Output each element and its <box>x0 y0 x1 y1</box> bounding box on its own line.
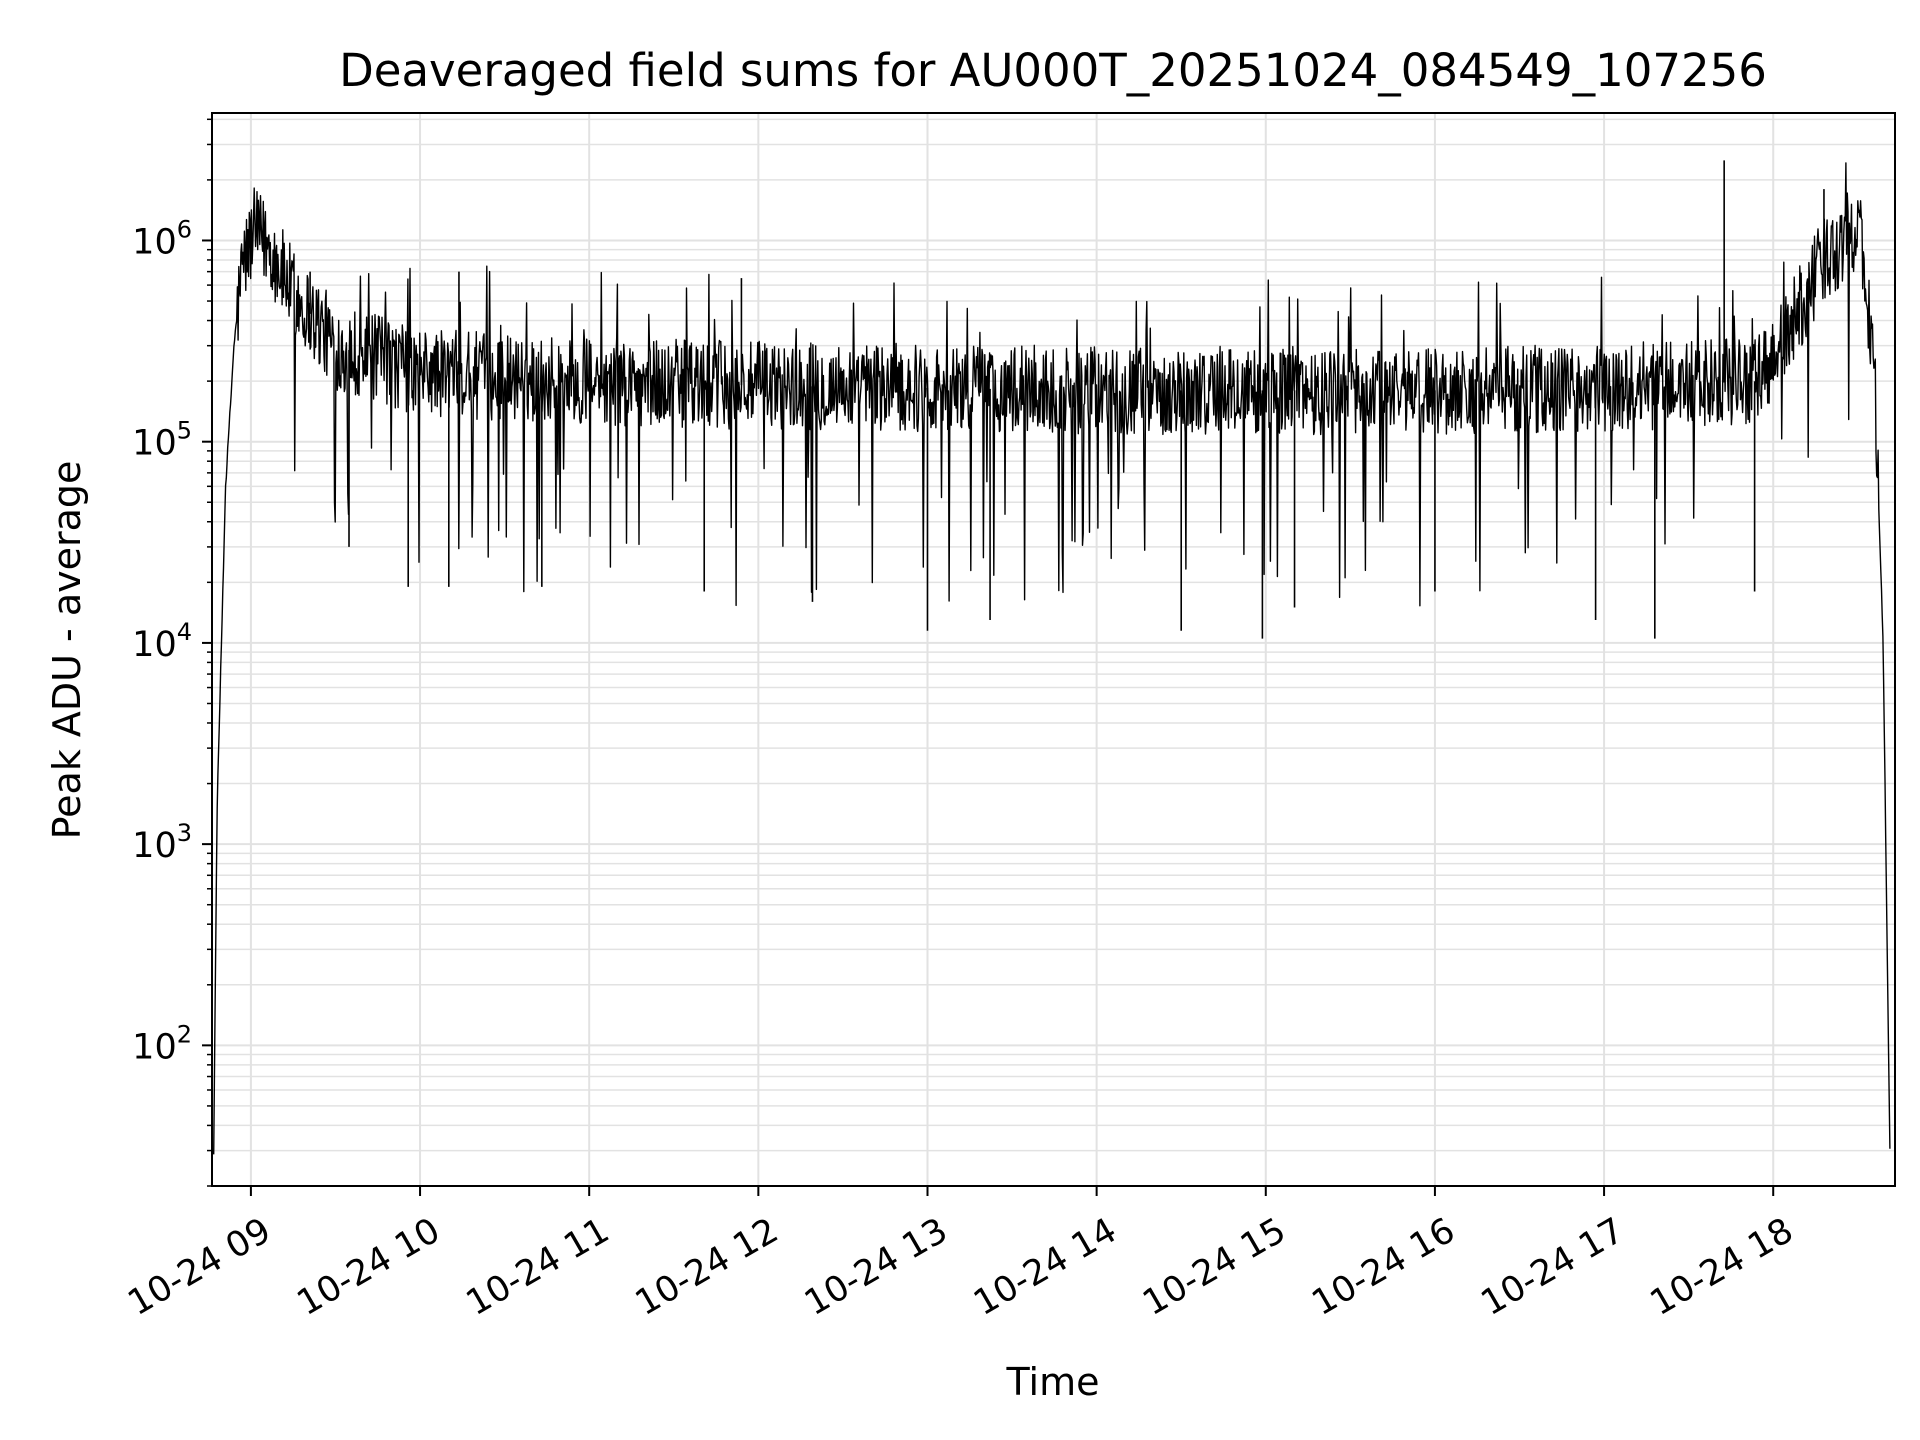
y-tick-label: 106 <box>132 215 192 262</box>
series-group <box>213 160 1891 1155</box>
y-tick-exponent: 3 <box>177 819 192 847</box>
y-tick-base: 10 <box>132 1027 177 1067</box>
y-tick-label: 105 <box>132 417 192 464</box>
y-tick-exponent: 6 <box>177 215 192 243</box>
y-tick-label: 103 <box>132 819 192 866</box>
plot-frame <box>211 112 1896 1187</box>
major-grid <box>212 113 1895 1186</box>
y-tick-exponent: 4 <box>177 618 192 646</box>
series-line <box>213 162 1891 1155</box>
chart-title: Deaveraged field sums for AU000T_2025102… <box>339 44 1767 97</box>
y-tick-base: 10 <box>132 424 177 464</box>
y-tick-base: 10 <box>132 222 177 262</box>
y-tick-base: 10 <box>132 625 177 665</box>
y-tick-label: 104 <box>132 618 192 665</box>
minor-grid <box>212 118 1895 1187</box>
y-tick-exponent: 2 <box>177 1020 192 1048</box>
y-tick-exponent: 5 <box>177 417 192 445</box>
x-axis-label: Time <box>1006 1360 1100 1404</box>
y-tick-label: 102 <box>132 1020 192 1067</box>
y-axis-label: Peak ADU - average <box>45 461 89 840</box>
y-tick-base: 10 <box>132 826 177 866</box>
